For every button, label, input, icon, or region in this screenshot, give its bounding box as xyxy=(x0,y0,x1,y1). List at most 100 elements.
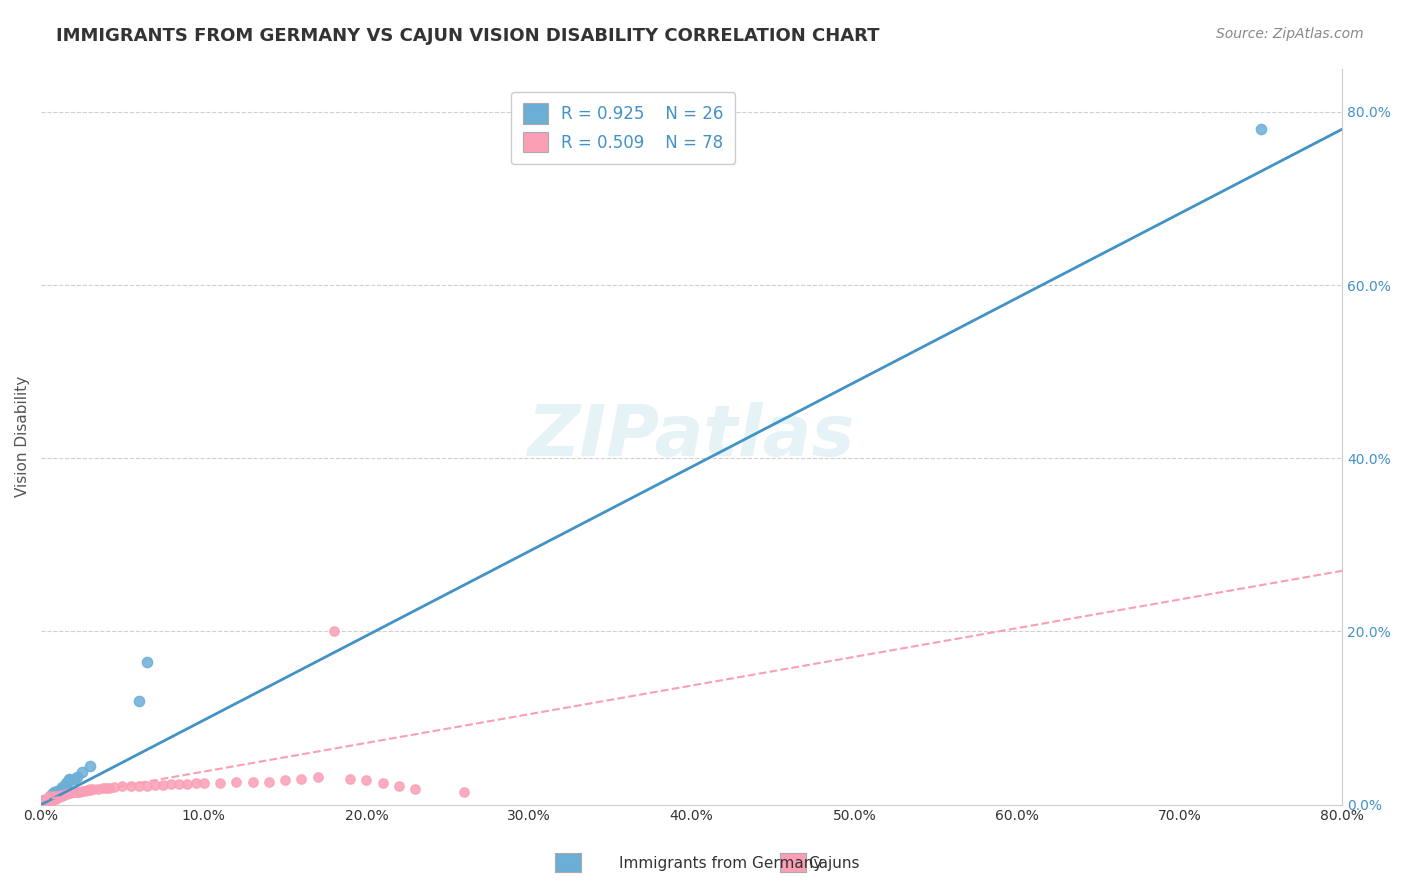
Point xyxy=(388,779,411,793)
Point xyxy=(274,773,297,788)
Point xyxy=(45,785,67,799)
Point xyxy=(35,795,58,809)
Point xyxy=(66,784,89,798)
Text: ZIPatlas: ZIPatlas xyxy=(529,402,855,471)
Text: Source: ZipAtlas.com: Source: ZipAtlas.com xyxy=(1216,27,1364,41)
Point xyxy=(242,775,264,789)
Point xyxy=(38,793,60,807)
Y-axis label: Vision Disability: Vision Disability xyxy=(15,376,30,497)
Point xyxy=(38,789,60,803)
Point xyxy=(49,789,72,803)
Point xyxy=(46,789,69,803)
Point xyxy=(52,788,75,802)
Point xyxy=(59,786,82,800)
Point xyxy=(31,795,53,809)
Point xyxy=(37,793,59,807)
Point xyxy=(128,779,150,793)
Point xyxy=(160,777,183,791)
Point xyxy=(38,792,60,806)
Point xyxy=(42,789,65,803)
Point xyxy=(82,782,104,797)
Point xyxy=(51,789,73,803)
Point xyxy=(49,782,72,797)
Point xyxy=(120,780,142,794)
Point xyxy=(35,792,58,806)
Point xyxy=(39,789,62,803)
Point xyxy=(62,785,84,799)
Point xyxy=(41,787,63,801)
Point xyxy=(41,790,63,805)
Point xyxy=(98,781,121,796)
Point xyxy=(135,779,157,793)
Point xyxy=(66,770,89,784)
Point xyxy=(339,772,361,786)
Point xyxy=(34,795,56,809)
Point xyxy=(34,793,56,807)
Point xyxy=(184,776,207,790)
Point xyxy=(404,782,426,797)
Point xyxy=(38,790,60,805)
Point xyxy=(37,794,59,808)
Legend: R = 0.925    N = 26, R = 0.509    N = 78: R = 0.925 N = 26, R = 0.509 N = 78 xyxy=(512,92,735,164)
Point xyxy=(39,791,62,805)
Point xyxy=(143,778,166,792)
Point xyxy=(70,764,93,779)
Point xyxy=(79,758,101,772)
Point xyxy=(49,788,72,802)
Point xyxy=(111,780,134,794)
Point xyxy=(51,780,73,795)
Text: Cajuns: Cajuns xyxy=(808,856,860,871)
Point xyxy=(38,794,60,808)
Point xyxy=(356,773,378,788)
Point xyxy=(59,773,82,788)
Point xyxy=(79,782,101,797)
Point xyxy=(38,791,60,805)
Point xyxy=(37,794,59,808)
Point xyxy=(35,795,58,809)
Point xyxy=(152,778,174,792)
Point xyxy=(76,783,98,797)
Point xyxy=(65,785,87,799)
Point xyxy=(103,780,125,795)
Point xyxy=(39,793,62,807)
Point xyxy=(56,787,79,801)
Point xyxy=(169,777,191,791)
Point xyxy=(56,776,79,790)
Point xyxy=(42,784,65,798)
Point xyxy=(79,783,101,797)
Point xyxy=(41,789,63,803)
Point xyxy=(290,772,312,786)
Point xyxy=(38,792,60,806)
Point xyxy=(453,784,475,798)
Point xyxy=(66,784,89,798)
Point xyxy=(91,781,114,796)
Point xyxy=(135,655,157,669)
Point xyxy=(87,782,110,797)
Point xyxy=(257,775,280,789)
Point xyxy=(48,789,70,804)
Text: Immigrants from Germany: Immigrants from Germany xyxy=(619,856,823,871)
Point xyxy=(307,770,329,784)
Point xyxy=(35,794,58,808)
Point xyxy=(45,791,67,805)
Point xyxy=(371,776,394,790)
Point xyxy=(73,784,96,798)
Point xyxy=(41,793,63,807)
Point xyxy=(322,624,344,639)
Point xyxy=(176,777,198,791)
Point xyxy=(39,794,62,808)
Point xyxy=(55,787,77,801)
Point xyxy=(69,784,91,798)
Point xyxy=(70,784,93,798)
Point xyxy=(55,776,77,790)
Point xyxy=(58,786,80,800)
Point xyxy=(1250,122,1272,136)
Point xyxy=(193,776,215,790)
Point xyxy=(208,776,231,790)
Point xyxy=(46,790,69,805)
Point xyxy=(62,772,84,786)
Text: IMMIGRANTS FROM GERMANY VS CAJUN VISION DISABILITY CORRELATION CHART: IMMIGRANTS FROM GERMANY VS CAJUN VISION … xyxy=(56,27,880,45)
Point xyxy=(225,775,247,789)
Point xyxy=(37,795,59,809)
Point xyxy=(42,790,65,805)
